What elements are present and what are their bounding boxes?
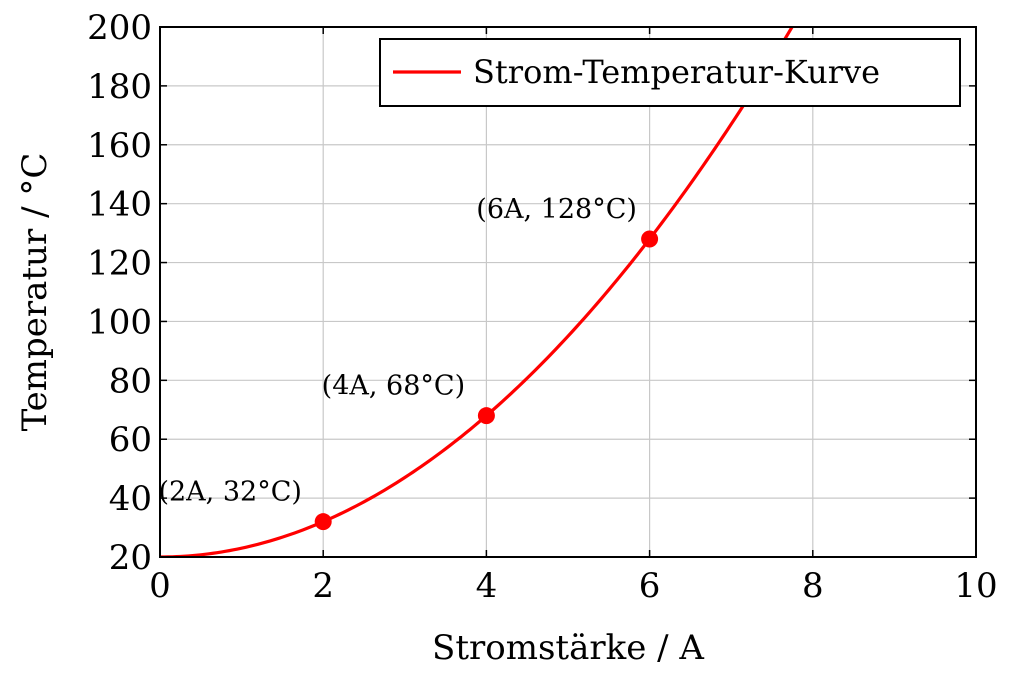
- y-tick-label: 160: [87, 126, 152, 166]
- y-tick-label: 60: [109, 420, 152, 460]
- legend-label: Strom-Temperatur-Kurve: [473, 53, 880, 91]
- x-tick-label: 0: [149, 566, 171, 606]
- data-point: [314, 513, 332, 531]
- point-label: (6A, 128°C): [476, 194, 637, 225]
- point-label: (4A, 68°C): [322, 371, 465, 402]
- curve-layer: [160, 27, 794, 557]
- legend: Strom-Temperatur-Kurve: [379, 38, 961, 107]
- series-line: [160, 27, 794, 557]
- y-tick-label: 180: [87, 67, 152, 107]
- y-tick-label: 100: [87, 302, 152, 342]
- y-tick-label: 120: [87, 244, 152, 284]
- y-tick-label: 200: [87, 8, 152, 48]
- legend-box: [379, 38, 961, 107]
- x-tick-label: 4: [476, 566, 498, 606]
- y-tick-label: 40: [109, 479, 152, 519]
- x-tick-label: 6: [639, 566, 661, 606]
- marked-points: (2A, 32°C) (4A, 68°C) (6A, 128°C): [158, 194, 659, 531]
- x-tick-label: 10: [954, 566, 997, 606]
- x-axis-label: Stromstärke / A: [432, 628, 704, 668]
- axis-ticks: 0 2 4 6 8 10 20 40 60 80 100 120 140 160 180 200: [87, 8, 998, 606]
- data-point: [641, 230, 659, 248]
- y-tick-label: 140: [87, 185, 152, 225]
- y-tick-label: 80: [109, 361, 152, 401]
- data-point: [477, 407, 495, 425]
- y-tick-label: 20: [109, 538, 152, 578]
- x-tick-label: 2: [312, 566, 334, 606]
- x-tick-label: 8: [802, 566, 824, 606]
- plot-frame: [159, 26, 977, 558]
- y-axis-label: Temperatur / °C: [15, 153, 55, 432]
- point-label: (2A, 32°C): [158, 477, 301, 508]
